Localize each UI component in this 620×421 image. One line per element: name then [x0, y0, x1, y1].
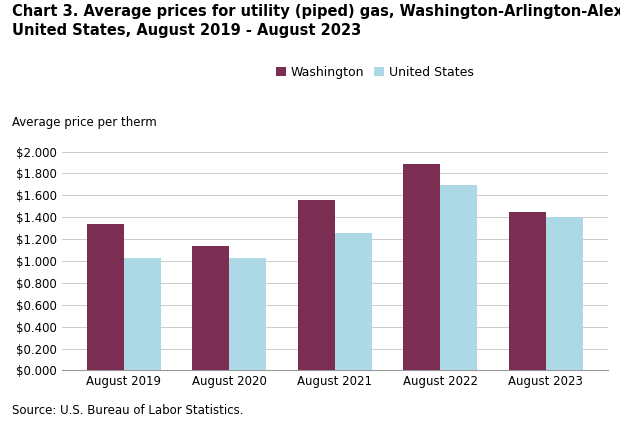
- Text: Source: U.S. Bureau of Labor Statistics.: Source: U.S. Bureau of Labor Statistics.: [12, 404, 244, 417]
- Bar: [298, 200, 335, 370]
- Text: Chart 3. Average prices for utility (piped) gas, Washington-Arlington-Alexandria: Chart 3. Average prices for utility (pip…: [12, 4, 620, 38]
- Bar: [335, 232, 372, 370]
- Bar: [192, 246, 229, 370]
- Bar: [546, 217, 583, 370]
- Bar: [229, 258, 266, 370]
- Bar: [124, 258, 161, 370]
- Bar: [87, 224, 124, 370]
- Legend: Washington, United States: Washington, United States: [275, 66, 474, 79]
- Bar: [440, 186, 477, 370]
- Bar: [404, 164, 440, 370]
- Bar: [509, 212, 546, 370]
- Text: Average price per therm: Average price per therm: [12, 116, 157, 129]
